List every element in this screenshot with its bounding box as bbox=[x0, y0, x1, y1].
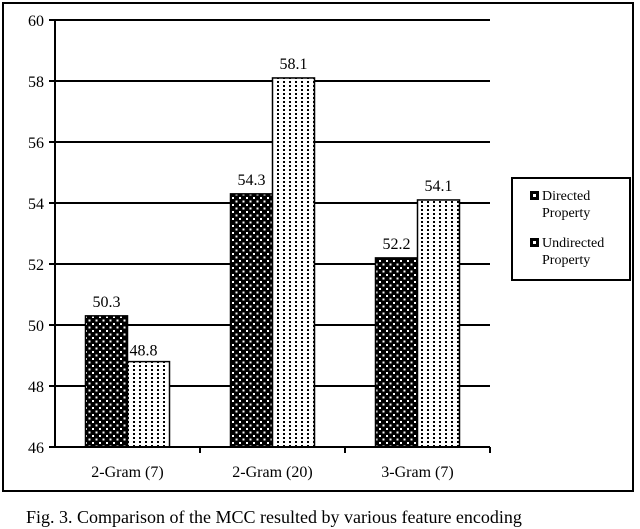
legend-label: Undirected bbox=[542, 236, 605, 251]
y-tick-label: 50 bbox=[28, 318, 44, 335]
data-label: 48.8 bbox=[130, 343, 158, 360]
y-tick-label: 46 bbox=[28, 440, 44, 457]
y-tick-label: 56 bbox=[28, 135, 44, 152]
y-tick-label: 48 bbox=[28, 379, 44, 396]
data-label: 58.1 bbox=[280, 56, 308, 73]
x-tick-label: 2-Gram (7) bbox=[91, 464, 163, 481]
axes bbox=[49, 19, 491, 453]
bar-directed bbox=[374, 257, 419, 448]
legend-label: Property bbox=[542, 206, 591, 221]
undirected-swatch-icon bbox=[530, 238, 539, 247]
bar-directed bbox=[229, 193, 274, 448]
y-tick-label: 54 bbox=[28, 196, 44, 213]
labels: 46 48 50 52 54 56 58 60 50.3 48.8 2-Gram (7) 54.3 58… bbox=[28, 13, 454, 481]
legend-label: Property bbox=[542, 253, 591, 268]
y-tick-label: 60 bbox=[28, 13, 44, 30]
data-label: 54.1 bbox=[425, 178, 453, 195]
y-tick-label: 58 bbox=[28, 74, 44, 91]
data-label: 50.3 bbox=[93, 294, 121, 311]
directed-swatch-icon bbox=[530, 191, 539, 200]
bar-undirected bbox=[126, 360, 171, 448]
legend-label: Directed bbox=[542, 189, 591, 204]
data-label: 52.2 bbox=[383, 236, 411, 253]
bar-directed bbox=[84, 315, 129, 448]
x-tick-label: 2-Gram (20) bbox=[232, 464, 312, 481]
figure-caption: Fig. 3. Comparison of the MCC resulted b… bbox=[26, 507, 522, 527]
data-label: 54.3 bbox=[238, 172, 266, 189]
y-tick-label: 52 bbox=[28, 257, 44, 274]
bar-undirected bbox=[271, 77, 316, 448]
x-tick-label: 3-Gram (7) bbox=[381, 464, 453, 481]
chart-frame bbox=[2, 2, 634, 492]
legend: Directed Property Undirected Property bbox=[511, 177, 631, 281]
bars bbox=[84, 77, 461, 448]
bar-undirected bbox=[416, 199, 461, 448]
